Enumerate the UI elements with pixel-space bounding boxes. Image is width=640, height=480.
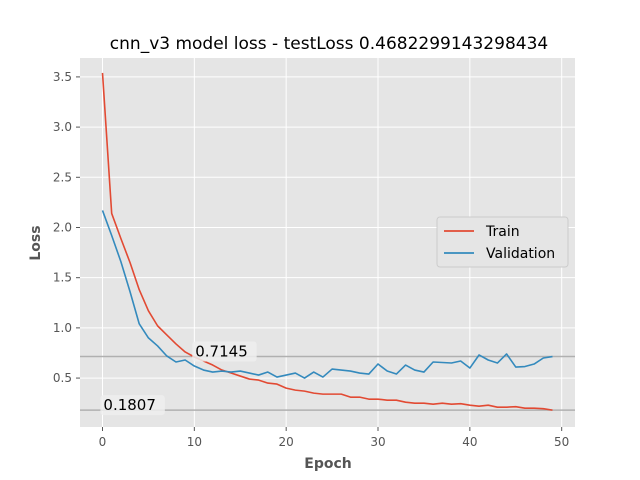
series-line-train: [101, 72, 553, 411]
y-tick-label: 2.5: [53, 170, 72, 184]
y-tick-label: 1.5: [53, 271, 72, 285]
legend: Train Validation: [436, 216, 569, 268]
annotation-box: [100, 395, 165, 416]
reference-line-label: 0.7145: [195, 343, 248, 361]
y-tick-label: 0.5: [53, 371, 72, 385]
legend-box: [436, 216, 569, 268]
chart-title: cnn_v3 model loss - testLoss 0.468229914…: [110, 34, 548, 54]
reference-line-label: 0.1807: [103, 396, 156, 414]
x-tick-label: 50: [554, 435, 569, 449]
x-tick-label: 10: [187, 435, 202, 449]
x-axis-ticks: 0 10 20 30 40 50: [99, 427, 569, 449]
series-line-validation: [101, 210, 553, 379]
x-tick-label: 0: [99, 435, 107, 449]
x-axis-label: Epoch: [304, 456, 351, 472]
series-lines: [101, 72, 553, 411]
y-tick-label: 3.0: [53, 120, 72, 134]
y-tick-label: 3.5: [53, 70, 72, 84]
annotations: 0.7145 0.1807: [100, 341, 257, 416]
legend-label: Train: [485, 224, 520, 240]
annotation-box: [192, 341, 257, 362]
y-tick-label: 2.0: [53, 220, 72, 234]
y-axis-label: Loss: [28, 225, 44, 260]
x-tick-label: 40: [462, 435, 477, 449]
y-axis-ticks: 0.5 1.0 1.5 2.0 2.5 3.0 3.5: [53, 70, 80, 385]
y-tick-label: 1.0: [53, 321, 72, 335]
legend-label: Validation: [486, 246, 555, 262]
x-tick-label: 30: [370, 435, 385, 449]
x-tick-label: 20: [279, 435, 294, 449]
